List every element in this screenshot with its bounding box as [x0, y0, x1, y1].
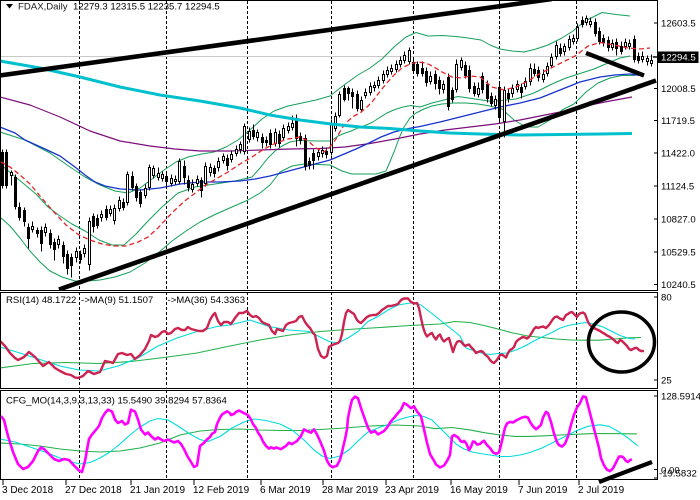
svg-text:6 Mar 2019: 6 Mar 2019 — [260, 485, 311, 496]
svg-text:12279.3 12315.5 12235.7 12294.: 12279.3 12315.5 12235.7 12294.5 — [73, 2, 220, 13]
svg-text:12 Feb 2019: 12 Feb 2019 — [193, 485, 250, 496]
svg-text:10827.0: 10827.0 — [661, 214, 696, 225]
svg-text:10529.5: 10529.5 — [661, 247, 696, 258]
svg-text:27 Dec 2018: 27 Dec 2018 — [65, 485, 122, 496]
svg-text:12603.5: 12603.5 — [661, 18, 696, 29]
svg-text:11124.5: 11124.5 — [661, 181, 694, 192]
svg-text:RSI(14) 48.1722: RSI(14) 48.1722 — [6, 295, 76, 306]
svg-text:21 Jan 2019: 21 Jan 2019 — [130, 485, 185, 496]
svg-text:CFG_MO(14,3,9,3,13,33) 15.5490: CFG_MO(14,3,9,3,13,33) 15.5490 39.8294 5… — [6, 395, 227, 406]
svg-text:->MA(9) 51.1507: ->MA(9) 51.1507 — [81, 295, 153, 306]
svg-text:16 May 2019: 16 May 2019 — [450, 485, 508, 496]
svg-text:0.00: 0.00 — [661, 465, 680, 476]
svg-text:11422.0: 11422.0 — [661, 148, 695, 159]
svg-text:28 Mar 2019: 28 Mar 2019 — [322, 485, 379, 496]
svg-text:12294.5: 12294.5 — [661, 52, 696, 63]
svg-text:10240.5: 10240.5 — [661, 280, 696, 291]
svg-text:12008.5: 12008.5 — [661, 84, 696, 95]
svg-text:25: 25 — [661, 375, 672, 386]
svg-text:-19.5832: -19.5832 — [659, 469, 697, 480]
svg-text:80: 80 — [661, 292, 672, 303]
svg-text:FDAX,Daily: FDAX,Daily — [18, 2, 68, 13]
svg-text:->MA(36) 54.3363: ->MA(36) 54.3363 — [168, 295, 246, 306]
svg-text:23 Apr 2019: 23 Apr 2019 — [385, 485, 439, 496]
svg-text:128.5914: 128.5914 — [661, 391, 700, 402]
svg-text:7 Jun 2019: 7 Jun 2019 — [518, 485, 568, 496]
svg-text:2 Jul 2019: 2 Jul 2019 — [578, 485, 625, 496]
svg-text:11719.5: 11719.5 — [661, 116, 695, 127]
svg-text:3 Dec 2018: 3 Dec 2018 — [2, 485, 54, 496]
